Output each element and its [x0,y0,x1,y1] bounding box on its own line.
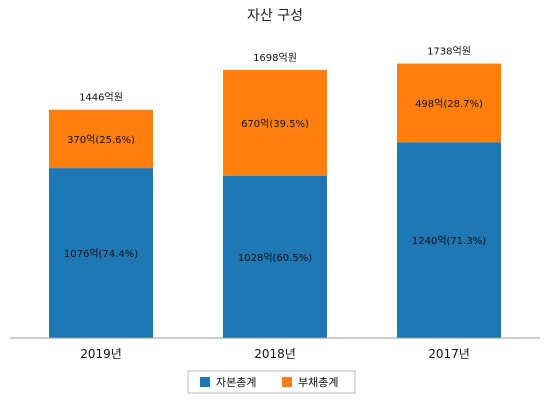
bar-segment-equity [397,142,501,338]
legend-label: 부채총계 [298,376,338,389]
legend-label: 자본총계 [216,376,256,389]
chart-title: 자산 구성 [247,8,303,24]
data-label: 1240억(71.3%) [412,235,486,247]
bar-segment-liability [397,63,501,143]
total-label: 1446억원 [79,92,123,104]
x-tick-label: 2019년 [80,347,122,361]
data-label: 370억(25.6%) [67,134,135,146]
data-label: 1076억(74.4%) [64,248,138,260]
total-label: 1738억원 [427,46,471,58]
data-label: 498억(28.7%) [415,98,483,110]
data-label: 670억(39.5%) [241,118,309,130]
legend-swatch [282,377,292,387]
legend-box [187,370,356,394]
x-tick-label: 2018년 [254,347,296,361]
bar-segment-liability [49,109,153,169]
legend-swatch [200,377,210,387]
bar-segment-liability [223,69,327,176]
bars-group: 1076억(74.4%) 370억(25.6%) 1446억원 1028억(60.5%… [49,46,501,338]
legend: 자본총계 부채총계 [187,370,356,394]
data-label: 1028억(60.5%) [238,252,312,264]
bar-segment-equity [49,168,153,338]
total-label: 1698억원 [253,52,297,64]
x-tick-labels: 2019년 2018년 2017년 [80,347,470,361]
x-tick-label: 2017년 [428,347,470,361]
bar-segment-equity [223,175,327,338]
